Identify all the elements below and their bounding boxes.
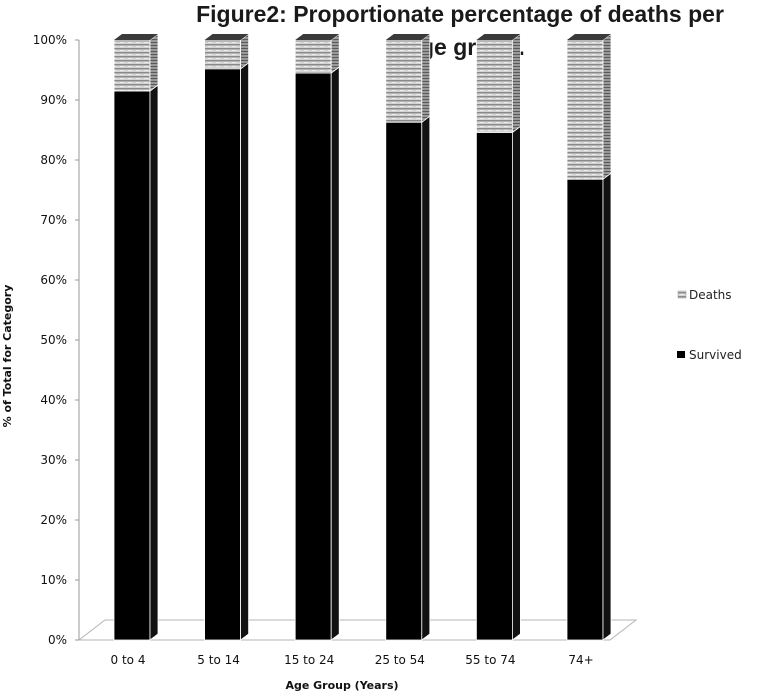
bar-survived — [475, 131, 513, 641]
bar-survived-side — [602, 172, 612, 641]
x-tick-label: 5 to 14 — [197, 653, 240, 667]
legend-item-survived: Survived — [677, 348, 742, 362]
chart-floor — [77, 619, 638, 641]
bar-top — [114, 34, 158, 40]
bar-survived — [385, 121, 423, 641]
bar-top — [204, 34, 249, 40]
x-axis: 0 to 4 5 to 14 15 to 24 25 to 54 55 to 74 74+ — [111, 653, 594, 667]
bar-survived — [113, 90, 151, 641]
legend-label-survived: Survived — [689, 348, 742, 362]
bar-deaths — [475, 39, 513, 133]
y-axis: 0% 10% 20% 30% 40% 50% 60% 70% 80% 90% 100% — [33, 33, 80, 647]
bar-top — [476, 34, 521, 40]
bar-deaths-side — [149, 33, 159, 92]
bars — [113, 33, 612, 641]
bar-deaths-side — [512, 33, 521, 134]
y-tick-label: 90% — [40, 93, 67, 107]
legend-swatch-survived — [677, 351, 685, 358]
y-tick-label: 100% — [33, 33, 67, 47]
y-tick-label: 20% — [40, 513, 67, 527]
bar-survived-side — [330, 66, 340, 641]
floor-plane — [77, 619, 638, 641]
legend-label-deaths: Deaths — [689, 288, 732, 302]
bar-deaths-side — [330, 33, 340, 74]
bar-survived-side — [240, 61, 250, 641]
bar-deaths-side — [240, 33, 250, 70]
bar-survived — [204, 68, 242, 641]
bar-group — [204, 33, 250, 641]
x-axis-title: Age Group (Years) — [285, 679, 398, 692]
y-axis-title: % of Total for Category — [1, 285, 14, 428]
y-tick-label: 40% — [40, 393, 67, 407]
x-tick-label: 0 to 4 — [111, 653, 146, 667]
bar-deaths-side — [602, 33, 612, 180]
bar-deaths-side — [421, 33, 431, 123]
y-tick-label: 30% — [40, 453, 67, 467]
bar-top — [295, 34, 340, 40]
bar-group — [113, 33, 159, 641]
x-tick-label: 74+ — [568, 653, 593, 667]
x-tick-label: 55 to 74 — [465, 653, 515, 667]
y-tick-label: 80% — [40, 153, 67, 167]
x-tick-label: 15 to 24 — [284, 653, 334, 667]
bar-survived-side — [421, 115, 431, 641]
bar-group — [294, 33, 340, 641]
y-tick-label: 10% — [40, 573, 67, 587]
bar-deaths — [566, 39, 604, 180]
y-tick-label: 50% — [40, 333, 67, 347]
legend: Deaths Survived — [677, 288, 742, 362]
bar-survived-side — [149, 84, 159, 641]
bar-group — [385, 33, 431, 641]
y-tick-label: 0% — [48, 633, 67, 647]
bar-deaths — [385, 39, 423, 123]
bar-survived — [566, 178, 604, 641]
y-tick-label: 70% — [40, 213, 67, 227]
bar-deaths — [204, 39, 242, 70]
bar-top — [567, 34, 611, 40]
bar-top — [385, 34, 430, 40]
legend-item-deaths: Deaths — [677, 288, 732, 302]
y-tick-label: 60% — [40, 273, 67, 287]
chart-title-line-1: Figure2: Proportionate percentage of dea… — [196, 1, 724, 27]
bar-deaths — [113, 39, 151, 92]
bar-survived-side — [512, 125, 521, 641]
bar-group — [566, 33, 612, 641]
chart-title: Figure2: Proportionate percentage of dea… — [196, 1, 724, 60]
bar-survived — [294, 72, 332, 641]
x-tick-label: 25 to 54 — [375, 653, 425, 667]
bar-deaths — [294, 39, 332, 74]
legend-swatch-deaths — [677, 290, 687, 299]
bar-group — [475, 33, 521, 641]
